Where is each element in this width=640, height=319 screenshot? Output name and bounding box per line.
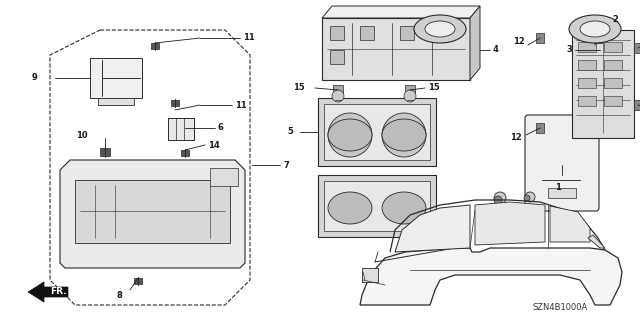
Bar [578,96,596,106]
Text: 12: 12 [513,38,525,47]
Polygon shape [360,248,622,305]
Text: 15: 15 [293,84,305,93]
Bar [604,42,622,52]
Text: 6: 6 [218,123,224,132]
Bar [578,42,596,52]
Bar [634,43,640,53]
Ellipse shape [328,192,372,224]
Bar [100,148,110,155]
Text: 1: 1 [555,183,561,192]
Bar [634,100,640,110]
Polygon shape [475,202,545,245]
Bar [330,26,344,40]
Bar [440,26,454,40]
Ellipse shape [425,21,455,37]
Bar [604,60,622,70]
Bar [210,168,238,186]
Ellipse shape [580,21,610,37]
Bar [151,43,159,49]
Text: 7: 7 [283,160,289,169]
FancyBboxPatch shape [525,115,599,211]
Bar [578,78,596,88]
Text: 15: 15 [428,84,440,93]
Circle shape [382,113,426,157]
Text: 8: 8 [116,291,122,300]
Polygon shape [322,6,480,18]
Circle shape [494,192,506,204]
Bar [330,50,344,64]
Text: 4: 4 [493,46,499,55]
Text: 14: 14 [208,140,220,150]
Polygon shape [550,206,590,242]
Bar [536,33,544,43]
Text: 10: 10 [76,130,88,139]
Bar [90,58,142,98]
Circle shape [525,192,535,202]
Circle shape [524,195,530,201]
Circle shape [494,196,502,204]
Text: 11: 11 [235,100,247,109]
Bar [75,180,230,243]
Bar [604,96,622,106]
Bar [578,60,596,70]
Text: 11: 11 [243,33,255,42]
Circle shape [404,90,416,102]
Bar [400,26,414,40]
Polygon shape [60,160,245,268]
Polygon shape [588,235,605,248]
Text: 5: 5 [287,128,293,137]
Bar [322,18,470,80]
Ellipse shape [382,119,426,151]
Bar [594,23,602,33]
Bar [324,181,430,231]
Text: 3: 3 [566,46,572,55]
Bar [324,104,430,160]
Bar [604,78,622,88]
Bar [594,33,602,43]
Ellipse shape [414,15,466,43]
Bar [318,175,436,237]
Text: SZN4B1000A: SZN4B1000A [532,303,588,313]
Bar [536,123,544,133]
Bar [548,188,576,198]
Text: 2: 2 [612,16,618,25]
Bar [171,100,179,106]
Bar [134,278,142,284]
Polygon shape [28,282,68,302]
Bar [168,118,194,140]
Polygon shape [470,6,480,80]
Bar [572,30,634,138]
Text: 12: 12 [510,133,522,143]
Text: FR.: FR. [50,287,67,296]
Circle shape [332,90,344,102]
Bar [360,26,374,40]
Bar [318,98,436,166]
Ellipse shape [382,192,426,224]
Ellipse shape [328,119,372,151]
Circle shape [328,113,372,157]
Bar [362,268,378,282]
Bar [98,98,134,105]
Ellipse shape [569,15,621,43]
Text: 9: 9 [31,73,37,83]
Bar [405,85,415,93]
Polygon shape [395,205,470,252]
Bar [333,85,343,93]
Bar [181,150,189,156]
